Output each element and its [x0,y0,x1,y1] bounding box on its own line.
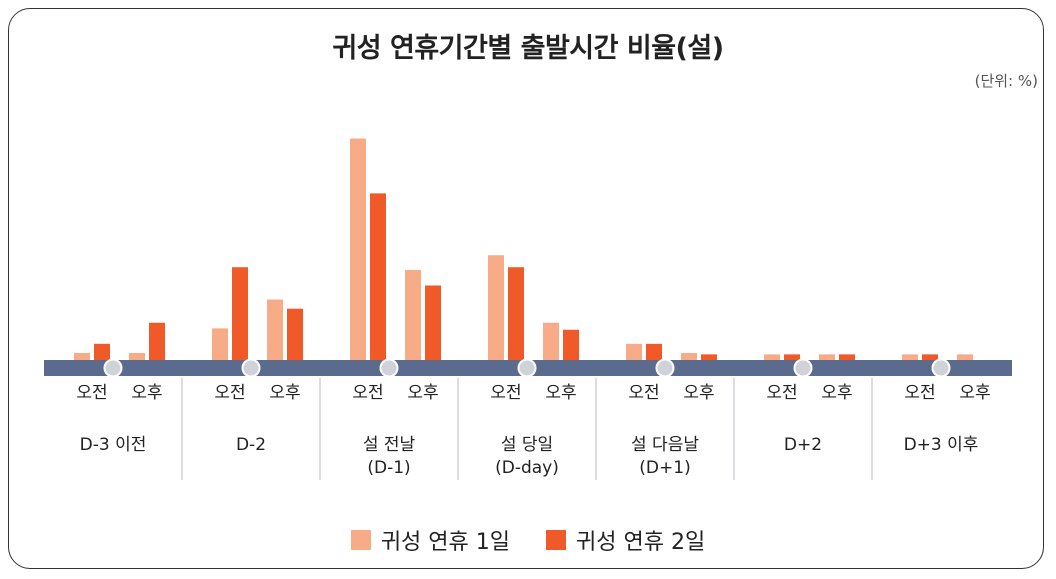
legend-label-series2: 귀성 연휴 2일 [576,530,706,555]
bar [626,343,642,360]
bar [350,138,366,360]
group-label: 설 다음날 [631,435,699,455]
axis-marker [655,358,675,378]
sub-tick-label: 오후 [545,383,576,403]
bar [212,328,228,360]
axis-marker [103,358,123,378]
sub-tick-label: 오후 [821,383,852,403]
sub-tick-label: 오후 [959,383,990,403]
bar [149,322,165,360]
group-label: D-2 [236,435,266,455]
bar [922,354,938,360]
bar [370,193,386,360]
sub-tick-label: 오후 [269,383,300,403]
group-label: (D-1) [367,458,410,478]
bar [543,322,559,360]
axis-marker [241,358,261,378]
axis-marker [379,358,399,378]
bar [287,308,303,360]
legend-swatch-series2 [546,530,566,550]
bar [764,354,780,360]
sub-tick-label: 오전 [766,383,797,403]
bar [646,343,662,360]
bar [563,329,579,360]
bar [405,270,421,360]
axis-marker [793,358,813,378]
bar [681,352,697,360]
bar [508,267,524,360]
group-label: 설 전날 [363,435,416,455]
sub-tick-label: 오후 [683,383,714,403]
bar [957,354,973,360]
legend-label-series1: 귀성 연휴 1일 [380,530,510,555]
bar [839,354,855,360]
bar [488,255,504,360]
chart-frame [8,8,1044,569]
group-label: D+3 이후 [904,435,979,455]
bar [784,354,800,360]
bar [902,354,918,360]
legend: 귀성 연휴 1일 귀성 연휴 2일 [0,524,1056,556]
sub-tick-label: 오후 [131,383,162,403]
bar [94,343,110,360]
chart-title: 귀성 연휴기간별 출발시간 비율(설) [332,33,724,64]
bar [819,354,835,360]
bar [425,285,441,360]
sub-tick-label: 오전 [628,383,659,403]
bar [129,352,145,360]
group-label: (D+1) [639,458,690,478]
sub-tick-label: 오전 [904,383,935,403]
axis-marker [931,358,951,378]
sub-tick-label: 오전 [352,383,383,403]
group-label: (D-day) [495,458,559,478]
sub-tick-label: 오후 [407,383,438,403]
sub-tick-label: 오전 [490,383,521,403]
sub-tick-label: 오전 [76,383,107,403]
bar [701,354,717,360]
legend-item-series2: 귀성 연휴 2일 [546,524,705,556]
group-label: D-3 이전 [80,435,147,455]
bar [267,299,283,360]
sub-tick-label: 오전 [214,383,245,403]
axis-marker [517,358,537,378]
bar [74,352,90,360]
legend-swatch-series1 [350,530,371,550]
unit-label: (단위: %) [974,72,1038,90]
group-label: 설 당일 [501,435,553,455]
group-label: D+2 [784,435,822,455]
bar [232,267,248,360]
legend-item-series1: 귀성 연휴 1일 [350,524,510,556]
